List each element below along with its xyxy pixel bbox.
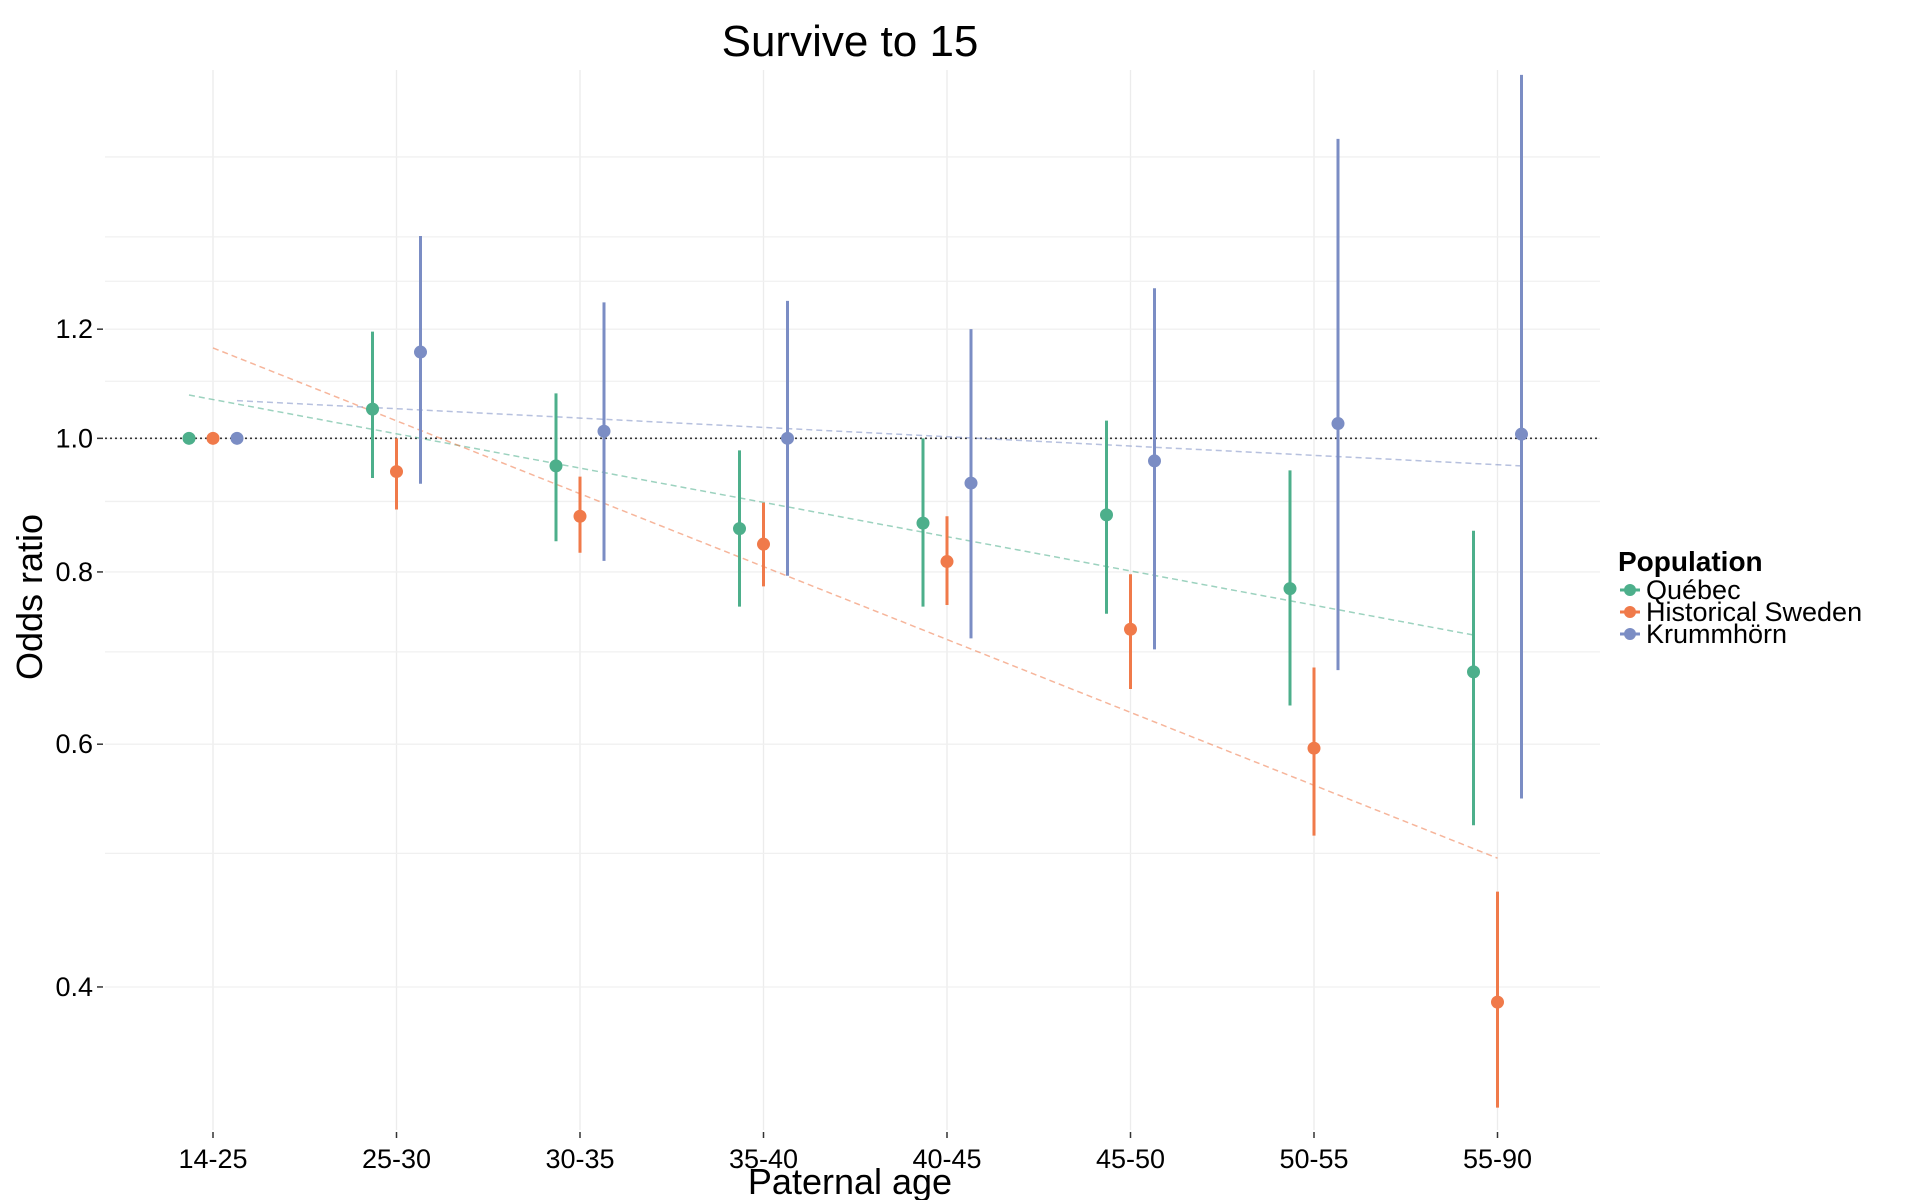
y-axis-label: Odds ratio — [9, 514, 50, 680]
y-tick-label: 0.6 — [55, 729, 93, 759]
y-tick-label: 1.2 — [55, 314, 93, 344]
data-point — [1515, 427, 1528, 441]
data-point — [1491, 995, 1504, 1009]
data-point — [916, 516, 930, 530]
x-tick-label: 30-35 — [545, 1144, 614, 1174]
axes: 0.4 0.6 0.8 1.0 1.2 14-25 25-30 30-35 35-40 40-45… — [55, 314, 1532, 1174]
data-point — [781, 431, 794, 445]
trend-line-qu-bec — [188, 394, 1474, 636]
data-point — [573, 509, 587, 523]
chart-title: Survive to 15 — [722, 17, 979, 66]
data-point — [206, 431, 220, 445]
legend-label: Historical Sweden — [1646, 597, 1862, 627]
data-marks — [182, 74, 1528, 1108]
x-axis-label: Paternal age — [748, 1161, 952, 1200]
data-point — [549, 459, 563, 473]
data-point — [1307, 741, 1321, 755]
trend-lines — [188, 347, 1522, 859]
data-point — [597, 424, 611, 438]
data-point — [1124, 622, 1137, 636]
y-tick-label: 0.8 — [55, 557, 93, 587]
trend-line-historical-sweden — [212, 347, 1498, 859]
legend-item: Krummhörn — [1620, 619, 1787, 649]
x-tick-label: 35-40 — [729, 1144, 798, 1174]
data-point — [230, 431, 244, 445]
data-point — [940, 555, 954, 569]
x-tick-label: 55-90 — [1463, 1144, 1532, 1174]
legend-title: Population — [1618, 546, 1763, 577]
legend-swatch-point — [1624, 628, 1636, 640]
data-point — [1331, 417, 1345, 431]
data-point — [1148, 454, 1161, 468]
data-point — [1100, 508, 1113, 522]
x-tick-label: 50-55 — [1279, 1144, 1348, 1174]
x-tick-label: 45-50 — [1096, 1144, 1165, 1174]
legend-label: Québec — [1646, 575, 1741, 605]
trend-line-krummh-rn — [236, 399, 1522, 467]
legend-swatch-point — [1624, 584, 1636, 596]
y-tick-label: 0.4 — [55, 972, 93, 1002]
legend-item: Québec — [1620, 575, 1741, 605]
data-point — [182, 431, 196, 445]
legend-item: Historical Sweden — [1620, 597, 1862, 627]
data-point — [757, 537, 770, 551]
x-tick-label: 14-25 — [178, 1144, 247, 1174]
x-tick-label: 25-30 — [362, 1144, 431, 1174]
data-point — [964, 476, 978, 490]
data-point — [733, 522, 746, 536]
y-tick-label: 1.0 — [55, 423, 93, 453]
data-point — [1467, 665, 1480, 679]
data-point — [390, 465, 403, 479]
legend-label: Krummhörn — [1646, 619, 1787, 649]
data-point — [414, 345, 427, 359]
x-tick-label: 40-45 — [912, 1144, 981, 1174]
grid-lines — [105, 70, 1600, 1130]
data-point — [1283, 582, 1297, 596]
data-point — [366, 402, 379, 416]
legend-swatch-point — [1624, 606, 1636, 618]
